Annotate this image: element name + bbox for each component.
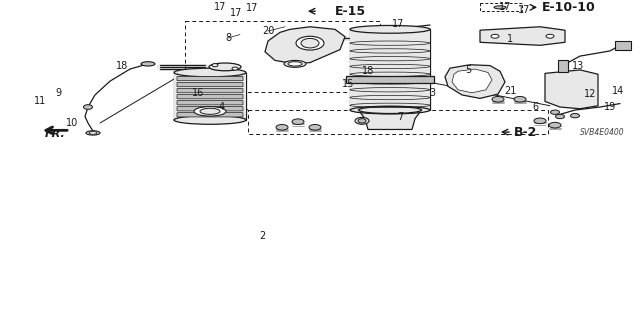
Text: 16: 16	[192, 88, 204, 98]
Text: 13: 13	[572, 61, 584, 70]
FancyBboxPatch shape	[177, 88, 243, 93]
Ellipse shape	[232, 67, 238, 70]
FancyBboxPatch shape	[177, 100, 243, 105]
Ellipse shape	[83, 105, 93, 109]
Ellipse shape	[89, 132, 97, 134]
Text: FR.: FR.	[45, 129, 65, 139]
Text: 20: 20	[262, 26, 274, 36]
Polygon shape	[445, 65, 505, 98]
Ellipse shape	[350, 106, 430, 114]
Ellipse shape	[358, 119, 366, 123]
Text: 5: 5	[465, 65, 471, 75]
Ellipse shape	[491, 34, 499, 38]
FancyBboxPatch shape	[177, 76, 243, 81]
Polygon shape	[480, 27, 565, 45]
Ellipse shape	[292, 119, 304, 124]
Bar	[480, 4, 522, 11]
Ellipse shape	[514, 96, 526, 102]
Text: 17: 17	[230, 8, 242, 18]
Ellipse shape	[549, 122, 561, 128]
Text: 19: 19	[604, 102, 616, 112]
Ellipse shape	[174, 68, 246, 77]
Text: 7: 7	[397, 112, 403, 122]
Text: 10: 10	[66, 118, 78, 128]
Ellipse shape	[200, 108, 220, 115]
Text: 11: 11	[34, 96, 46, 107]
Text: 12: 12	[584, 89, 596, 99]
Text: 9: 9	[55, 88, 61, 98]
Bar	[185, 21, 380, 92]
Text: 17: 17	[518, 5, 530, 15]
Text: 6: 6	[532, 102, 538, 112]
FancyBboxPatch shape	[177, 94, 243, 99]
Polygon shape	[545, 70, 598, 109]
FancyBboxPatch shape	[177, 82, 243, 87]
Ellipse shape	[209, 63, 241, 71]
Ellipse shape	[301, 38, 319, 48]
Ellipse shape	[174, 116, 246, 124]
Text: 18: 18	[362, 66, 374, 76]
Ellipse shape	[288, 62, 302, 66]
Bar	[558, 60, 568, 72]
Ellipse shape	[492, 96, 504, 102]
Bar	[615, 41, 631, 50]
Ellipse shape	[350, 26, 430, 33]
Text: 17: 17	[392, 19, 404, 29]
Polygon shape	[265, 27, 345, 64]
Ellipse shape	[570, 114, 579, 118]
Ellipse shape	[309, 124, 321, 130]
Bar	[346, 76, 434, 83]
Text: 21: 21	[504, 85, 516, 96]
Text: 14: 14	[612, 85, 624, 96]
Text: E-10-10: E-10-10	[542, 1, 596, 14]
Ellipse shape	[534, 118, 546, 124]
Ellipse shape	[556, 115, 564, 119]
Ellipse shape	[212, 64, 218, 67]
Text: 1: 1	[507, 34, 513, 44]
Text: 17: 17	[499, 2, 511, 12]
Bar	[248, 110, 548, 134]
Text: 4: 4	[219, 102, 225, 112]
Text: 18: 18	[116, 61, 128, 70]
Text: 8: 8	[225, 33, 231, 43]
Text: 2: 2	[259, 232, 265, 241]
FancyBboxPatch shape	[177, 107, 243, 111]
Ellipse shape	[86, 131, 100, 135]
Ellipse shape	[141, 62, 155, 66]
Text: SVB4E0400: SVB4E0400	[580, 129, 625, 137]
Ellipse shape	[550, 110, 559, 115]
Text: 15: 15	[342, 79, 354, 89]
Ellipse shape	[355, 117, 369, 124]
Ellipse shape	[296, 36, 324, 50]
Text: 17: 17	[214, 2, 226, 12]
Text: 17: 17	[246, 3, 258, 13]
Text: 3: 3	[429, 88, 435, 98]
Ellipse shape	[546, 34, 554, 38]
FancyBboxPatch shape	[177, 113, 243, 117]
Text: E-15: E-15	[335, 5, 366, 18]
Bar	[174, 72, 246, 120]
Polygon shape	[358, 110, 422, 130]
Bar	[350, 29, 430, 110]
Ellipse shape	[284, 60, 306, 67]
Ellipse shape	[494, 6, 506, 9]
Ellipse shape	[358, 107, 422, 114]
Text: B-2: B-2	[514, 126, 538, 138]
Ellipse shape	[194, 107, 226, 116]
Ellipse shape	[276, 124, 288, 130]
Polygon shape	[452, 69, 492, 93]
